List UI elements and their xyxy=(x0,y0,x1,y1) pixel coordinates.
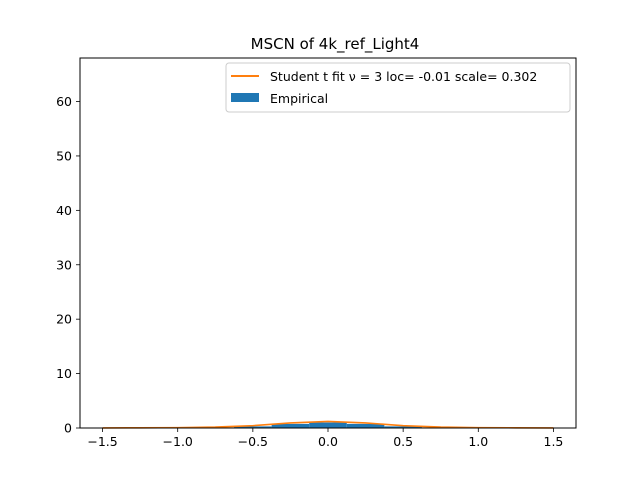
plot-area xyxy=(102,420,554,429)
y-axis: 0 10 20 30 40 50 60 xyxy=(56,94,80,436)
axes-frame xyxy=(79,57,577,429)
legend-label-fit: Student t fit ν = 3 loc= -0.01 scale= 0.… xyxy=(270,69,537,84)
empirical-bar xyxy=(234,426,272,428)
x-tick-label: −1.0 xyxy=(163,434,193,449)
x-axis: −1.5 −1.0 −0.5 0.0 0.5 1.0 1.5 xyxy=(87,428,563,449)
x-tick-label: 1.5 xyxy=(544,434,564,449)
x-tick-label: 0.5 xyxy=(393,434,413,449)
x-tick-label: −0.5 xyxy=(238,434,268,449)
x-tick-label: 0.0 xyxy=(318,434,338,449)
y-tick-label: 30 xyxy=(56,257,72,272)
y-tick-label: 40 xyxy=(56,203,72,218)
x-tick-label: −1.5 xyxy=(87,434,117,449)
empirical-bar xyxy=(271,423,310,428)
empirical-bar xyxy=(346,423,385,428)
y-tick-label: 20 xyxy=(56,312,72,327)
chart-title: MSCN of 4k_ref_Light4 xyxy=(251,35,420,54)
legend-label-empirical: Empirical xyxy=(270,91,328,106)
y-tick-label: 10 xyxy=(56,366,72,381)
x-tick-label: 1.0 xyxy=(468,434,488,449)
legend-patch-swatch xyxy=(231,93,259,102)
empirical-bar xyxy=(309,422,347,428)
legend-box xyxy=(225,62,571,113)
y-tick-label: 50 xyxy=(56,148,72,163)
y-tick-label: 0 xyxy=(64,421,72,436)
legend: Student t fit ν = 3 loc= -0.01 scale= 0.… xyxy=(225,62,571,113)
y-tick-label: 60 xyxy=(56,94,72,109)
empirical-bar xyxy=(384,426,422,428)
